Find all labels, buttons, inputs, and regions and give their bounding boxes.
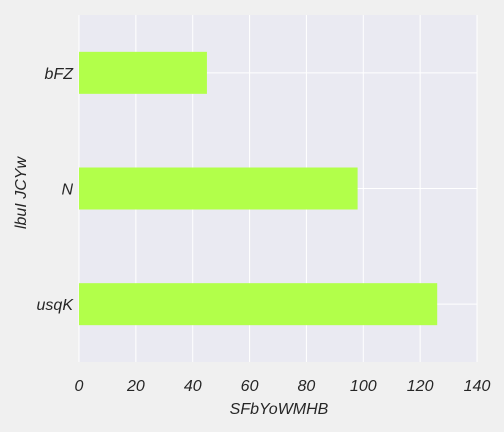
y-tick-label: usqK [37,297,75,314]
x-tick-label: 80 [298,378,316,395]
bar-N [79,167,358,210]
x-tick-label: 100 [350,378,377,395]
bars [79,51,438,326]
x-tick-label: 20 [126,378,145,395]
bar-bFZ [79,51,207,94]
x-ticks: 0 20 40 60 80 100 120 140 [75,378,491,395]
x-axis-label: SFbYoWMHB [230,401,329,418]
y-tick-label: bFZ [45,66,75,83]
y-tick-label: N [61,182,73,199]
x-tick-label: 60 [241,378,259,395]
x-tick-label: 120 [407,378,434,395]
y-axis-label: lbuI JCYw [13,156,30,229]
bar-usqK [79,283,438,326]
x-tick-label: 140 [464,378,491,395]
x-tick-label: 0 [75,378,84,395]
x-tick-label: 40 [184,378,202,395]
